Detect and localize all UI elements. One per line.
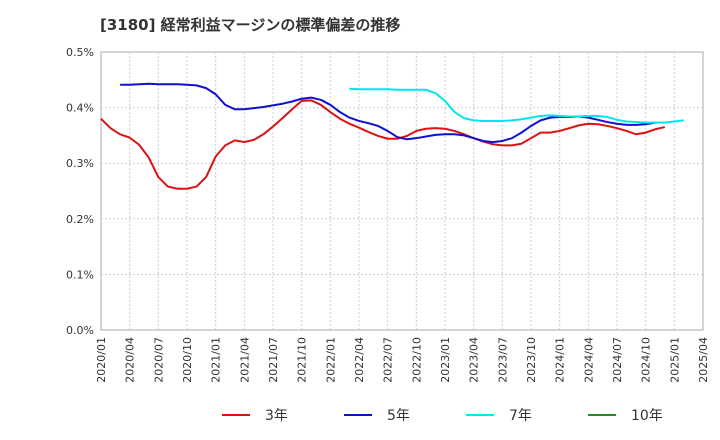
x-tick-label: 2021/04 xyxy=(238,337,251,383)
x-tick-label: 2021/01 xyxy=(210,337,223,383)
x-tick-label: 2024/04 xyxy=(582,337,595,383)
x-tick-label: 2020/10 xyxy=(181,337,194,383)
x-tick-label: 2024/07 xyxy=(611,337,624,383)
x-tick-label: 2022/10 xyxy=(410,337,423,383)
x-tick-label: 2022/01 xyxy=(324,337,337,383)
x-tick-label: 2023/10 xyxy=(525,337,538,383)
legend-label-3: 10年 xyxy=(631,408,663,424)
legend: 3年 5年 7年 10年 xyxy=(222,408,663,424)
series-line-2 xyxy=(349,87,685,124)
plot-area xyxy=(100,51,704,331)
x-tick-label: 2023/07 xyxy=(496,337,509,383)
x-tick-label: 2021/07 xyxy=(267,337,280,383)
y-tick-label: 0.1% xyxy=(66,268,94,281)
legend-label-2: 7年 xyxy=(509,408,532,424)
y-tick-label: 0.0% xyxy=(66,324,94,337)
y-tick-label: 0.2% xyxy=(66,213,94,226)
series-line-0 xyxy=(100,99,666,190)
y-axis-ticks: 0.0% 0.1% 0.2% 0.3% 0.4% 0.5% xyxy=(66,46,94,337)
x-tick-label: 2020/07 xyxy=(152,337,165,383)
x-tick-label: 2024/10 xyxy=(640,337,653,383)
x-tick-label: 2022/04 xyxy=(353,337,366,383)
x-tick-label: 2021/10 xyxy=(296,337,309,383)
x-tick-label: 2022/07 xyxy=(382,337,395,383)
y-tick-label: 0.4% xyxy=(66,102,94,115)
x-tick-label: 2024/01 xyxy=(554,337,567,383)
x-axis-ticks: 2020/01 2020/04 2020/07 2020/10 2021/01 2021/… xyxy=(95,337,710,383)
grid xyxy=(101,52,703,330)
x-tick-label: 2023/01 xyxy=(439,337,452,383)
chart-title: [3180] 経常利益マージンの標準偏差の推移 xyxy=(100,16,400,34)
legend-label-0: 3年 xyxy=(265,408,288,424)
series-lines xyxy=(100,82,685,190)
x-tick-label: 2020/04 xyxy=(124,337,137,383)
x-tick-label: 2023/04 xyxy=(468,337,481,383)
legend-label-1: 5年 xyxy=(387,408,410,424)
x-tick-label: 2025/04 xyxy=(697,337,710,383)
y-tick-label: 0.5% xyxy=(66,46,94,59)
y-tick-label: 0.3% xyxy=(66,157,94,170)
x-tick-label: 2020/01 xyxy=(95,337,108,383)
x-tick-label: 2025/01 xyxy=(668,337,681,383)
